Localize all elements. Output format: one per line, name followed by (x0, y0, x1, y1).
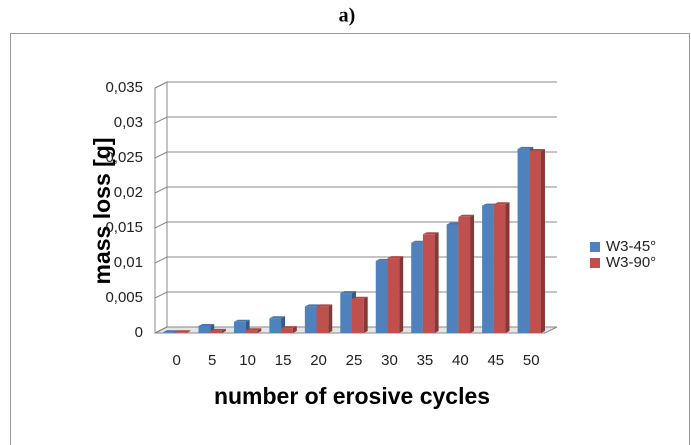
x-tick-label: 15 (275, 352, 292, 369)
bar (446, 224, 459, 333)
y-tick-label: 0,01 (114, 254, 143, 271)
bar (458, 216, 471, 333)
grid-line (154, 81, 557, 89)
y-tick-label: 0,025 (105, 149, 143, 166)
bar (340, 293, 352, 333)
grid-line (154, 151, 557, 159)
bar (269, 318, 282, 333)
bar-side (328, 304, 333, 333)
x-tick-label: 35 (417, 352, 434, 369)
bar-top (493, 202, 510, 205)
y-tick-label: 0,02 (114, 184, 143, 201)
grid-line (154, 221, 557, 229)
bar (387, 258, 400, 333)
bar (375, 260, 388, 333)
x-tick-label: 45 (487, 352, 504, 369)
bar-top (233, 319, 250, 322)
bar (281, 328, 293, 333)
bar-side (292, 326, 297, 333)
bar-top (245, 328, 262, 331)
y-axis-title: mass loss [g] (89, 138, 115, 285)
legend-swatch (590, 242, 600, 252)
grid-line (154, 116, 557, 124)
x-tick-label: 30 (381, 352, 398, 369)
y-tick-label: 0 (135, 324, 143, 341)
legend-label: W3-90° (606, 254, 656, 271)
grid-line (154, 186, 557, 194)
y-tick-label: 0,005 (105, 289, 143, 306)
bar-side (434, 232, 439, 333)
bar-side (470, 214, 475, 333)
bar-side (257, 328, 262, 333)
x-tick-label: 50 (523, 352, 540, 369)
bar-top (340, 291, 356, 294)
y-tick-label: 0,03 (114, 114, 143, 131)
x-tick-label: 0 (173, 352, 181, 369)
bar-top (304, 304, 321, 307)
legend-swatch (590, 258, 600, 268)
bar-top (458, 214, 475, 217)
x-tick-label: 5 (208, 352, 216, 369)
bar (422, 234, 435, 333)
bar (304, 306, 317, 333)
bar (163, 332, 175, 333)
chart-title: a) (339, 5, 356, 27)
chart-frame (10, 33, 690, 445)
y-tick-label: 0,035 (105, 79, 143, 96)
bar-top (387, 256, 404, 259)
bar (316, 306, 329, 333)
x-tick-label: 40 (452, 352, 469, 369)
bar-top (422, 232, 439, 235)
bar-top (174, 330, 191, 333)
bar (482, 205, 494, 333)
bar-top (198, 324, 215, 326)
bar-side (186, 330, 191, 333)
bar (245, 330, 258, 333)
x-tick-label: 10 (239, 352, 256, 369)
bar (233, 321, 246, 333)
bar-side (505, 202, 510, 333)
bar-side (221, 328, 226, 333)
bar (411, 242, 423, 333)
bar-top (210, 328, 226, 331)
x-tick-label: 20 (310, 352, 327, 369)
y-tick-label: 0,015 (105, 219, 143, 236)
bar-side (540, 149, 545, 333)
bar-top (316, 304, 333, 307)
bar-top (163, 330, 179, 333)
bar (174, 332, 187, 333)
bar-top (529, 149, 545, 151)
bar (529, 151, 541, 333)
bar-side (399, 256, 404, 333)
bar-top (269, 316, 286, 319)
x-axis-title: number of erosive cycles (214, 383, 490, 409)
bar (210, 330, 222, 333)
legend-label: W3-45° (606, 238, 656, 255)
bar-top (281, 326, 297, 329)
bar (198, 326, 211, 333)
x-tick-label: 25 (346, 352, 363, 369)
bar-top (352, 296, 368, 299)
bar (517, 148, 530, 333)
bar-top (517, 146, 534, 149)
bar-side (363, 296, 368, 333)
bar (493, 204, 506, 333)
bar (352, 298, 364, 333)
